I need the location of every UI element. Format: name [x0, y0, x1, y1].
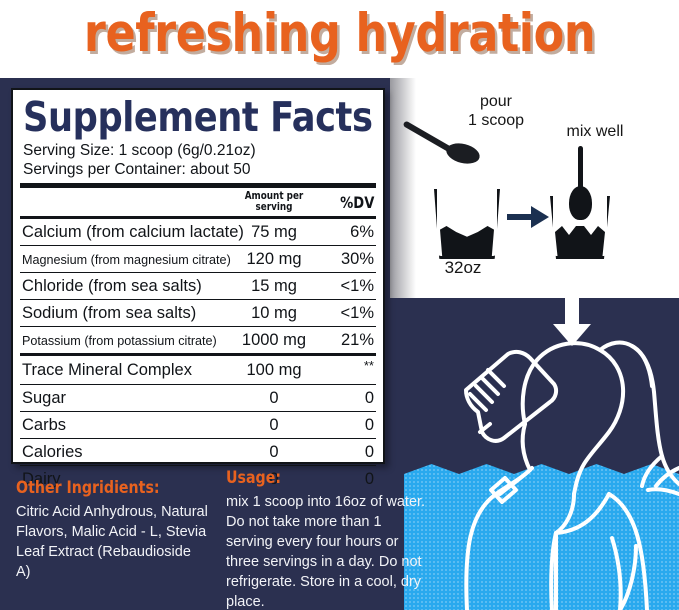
woman-drinking-illustration	[404, 298, 679, 610]
nutrient-name: Carbs	[20, 411, 226, 439]
header-amount-per-serving: Amount per serving	[234, 188, 315, 218]
other-ingredients-block: Other Ingridients: Citric Acid Anhydrous…	[16, 478, 208, 582]
nutrition-table-body: Calcium (from calcium lactate) 75 mg 6% Mag…	[20, 216, 376, 492]
nutrition-table: Amount per serving %DV Calcium (from cal…	[20, 188, 376, 492]
nutrient-daily-value: 6%	[322, 216, 376, 246]
nutrient-name: Calories	[20, 438, 226, 466]
nutrient-daily-value: 0	[322, 465, 376, 492]
table-row: Chloride (from sea salts) 15 mg <1%	[20, 272, 376, 300]
header-daily-value: %DV	[340, 192, 375, 212]
other-ingredients-body: Citric Acid Anhydrous, Natural Flavors, …	[16, 504, 208, 580]
stirring-spoon-bowl-icon	[569, 186, 592, 220]
usage-block: Usage: mix 1 scoop into 16oz of water. D…	[226, 468, 432, 610]
nutrient-name: Dairy	[20, 465, 226, 492]
table-row: Sugar 0 0	[20, 384, 376, 412]
table-header-row: Amount per serving %DV	[20, 188, 376, 218]
mixing-instructions-panel: pour 1 scoop mix well 32oz	[390, 78, 679, 298]
pour-line-2: 1 scoop	[467, 112, 525, 129]
nutrient-daily-value: <1%	[322, 272, 376, 300]
table-row: Trace Mineral Complex 100 mg **	[20, 353, 376, 385]
supplement-facts-card: Supplement Facts Serving Size: 1 scoop (…	[11, 88, 385, 492]
table-row: Carbs 0 0	[20, 411, 376, 439]
woman-outline-icon	[464, 340, 679, 610]
nutrient-amount: 75 mg	[226, 216, 322, 246]
nutrient-amount: 120 mg	[226, 245, 322, 273]
nutrient-name: Potassium (from potassium citrate)	[20, 326, 220, 355]
nutrient-amount: 0	[226, 384, 322, 412]
arrow-right-icon	[507, 206, 549, 228]
nutrient-name: Trace Mineral Complex	[20, 353, 226, 385]
serving-size-text: Serving Size: 1 scoop (6g/0.21oz)	[23, 142, 256, 159]
nutrient-name: Sugar	[20, 384, 226, 412]
usage-heading: Usage:	[226, 468, 282, 487]
servings-per-container-text: Servings per Container: about 50	[23, 161, 251, 178]
header-banner: refreshing hydration	[0, 0, 679, 78]
glass-after-liquid-icon	[555, 226, 605, 256]
nutrient-daily-value: <1%	[322, 299, 376, 327]
stirring-spoon-handle-icon	[578, 146, 583, 198]
nutrient-daily-value: 30%	[322, 245, 376, 273]
table-row: Calories 0 0	[20, 438, 376, 466]
table-row: Calcium (from calcium lactate) 75 mg 6%	[20, 216, 376, 246]
water-level-graphic	[404, 464, 679, 610]
table-row: Sodium (from sea salts) 10 mg <1%	[20, 299, 376, 327]
table-row: Magnesium (from magnesium citrate) 120 mg…	[20, 245, 376, 273]
spoon-bowl-icon	[444, 140, 482, 167]
table-row: Potassium (from potassium citrate) 1000 m…	[20, 326, 376, 355]
mix-well-label: mix well	[566, 123, 624, 140]
nutrient-amount: 1000 mg	[226, 326, 322, 355]
header-nutrient	[20, 188, 226, 218]
header-amount-line-2: serving	[255, 201, 293, 213]
nutrient-name: Sodium (from sea salts)	[20, 299, 226, 327]
arrow-down-icon	[553, 298, 591, 346]
nutrient-amount: 100 mg	[226, 353, 322, 385]
nutrient-daily-value: 0	[322, 384, 376, 412]
page-title: refreshing hydration	[83, 3, 596, 64]
nutrient-amount: 15 mg	[226, 272, 322, 300]
nutrient-name: Magnesium (from magnesium citrate)	[20, 245, 231, 273]
usage-body: mix 1 scoop into 16oz of water. Do not t…	[226, 494, 426, 610]
glass-size-label: 32oz	[444, 258, 482, 277]
nutrient-name: Calcium (from calcium lactate)	[20, 216, 244, 246]
table-row: Dairy 0 0	[20, 465, 376, 492]
divider-top	[20, 183, 376, 188]
nutrient-amount: 0	[226, 438, 322, 466]
supplement-facts-title: Supplement Facts	[23, 93, 373, 141]
nutrient-amount: 10 mg	[226, 299, 322, 327]
nutrient-daily-value: **	[322, 353, 376, 385]
pour-line-1: pour	[479, 93, 513, 110]
nutrient-amount: 0	[226, 465, 322, 492]
header-amount-line-1: Amount per	[244, 190, 304, 202]
nutrient-daily-value: 0	[322, 411, 376, 439]
nutrient-daily-value: 21%	[322, 326, 376, 355]
nutrient-name: Chloride (from sea salts)	[20, 272, 226, 300]
pour-instruction-label: pour 1 scoop	[431, 92, 561, 130]
nutrient-amount: 0	[226, 411, 322, 439]
other-ingredients-heading: Other Ingridients:	[16, 478, 160, 497]
nutrient-daily-value: 0	[322, 438, 376, 466]
